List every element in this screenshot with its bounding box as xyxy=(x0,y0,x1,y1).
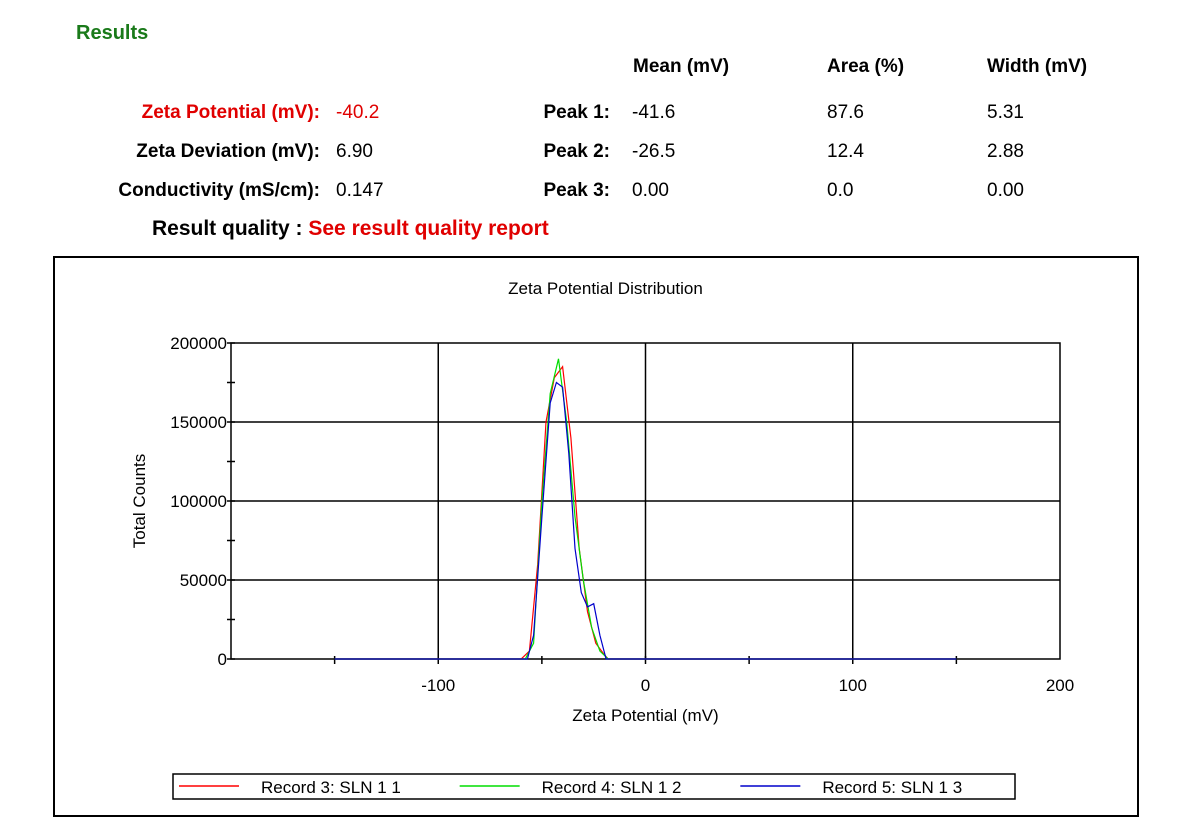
y-tick-label: 150000 xyxy=(170,413,227,432)
x-tick-label: 100 xyxy=(839,676,867,695)
header-area: Area (%) xyxy=(827,56,905,77)
peak3-label: Peak 3: xyxy=(543,180,610,201)
zeta-deviation-label: Zeta Deviation (mV): xyxy=(136,141,320,162)
peak2-width: 2.88 xyxy=(987,141,1024,162)
chart-frame: Zeta Potential Distribution -100 0 100 200 0 5… xyxy=(53,256,1139,817)
result-quality: Result quality : See result quality repo… xyxy=(152,217,549,241)
y-tick-label: 50000 xyxy=(180,571,227,590)
peak2-area: 12.4 xyxy=(827,141,864,162)
y-tick-label: 200000 xyxy=(170,334,227,353)
zeta-distribution-chart: Zeta Potential Distribution -100 0 100 200 0 5… xyxy=(130,279,1074,800)
results-title: Results xyxy=(76,22,149,44)
x-tick-label: 0 xyxy=(641,676,650,695)
zeta-deviation-value: 6.90 xyxy=(336,141,373,162)
conductivity-label: Conductivity (mS/cm): xyxy=(118,180,320,201)
peak2-label: Peak 2: xyxy=(543,141,610,162)
result-quality-label: Result quality : xyxy=(152,217,303,240)
x-tick-label: -100 xyxy=(421,676,455,695)
y-tick-label: 100000 xyxy=(170,492,227,511)
series-line-1 xyxy=(334,365,957,660)
series-line-3 xyxy=(334,381,957,660)
peak1-width: 5.31 xyxy=(987,102,1024,123)
peak2-mean: -26.5 xyxy=(632,141,676,162)
legend-box xyxy=(172,773,1016,800)
y-axis-label: Total Counts xyxy=(130,454,149,549)
result-quality-link[interactable]: See result quality report xyxy=(308,217,549,240)
series-line-2 xyxy=(334,358,957,660)
peak1-label: Peak 1: xyxy=(543,102,610,123)
header-width: Width (mV) xyxy=(987,56,1088,77)
x-axis-label: Zeta Potential (mV) xyxy=(572,706,718,725)
header-mean: Mean (mV) xyxy=(633,56,730,77)
x-tick-label: 200 xyxy=(1046,676,1074,695)
legend-label-3: Record 5: SLN 1 3 xyxy=(822,778,962,797)
peak3-width: 0.00 xyxy=(987,180,1024,201)
peak3-area: 0.0 xyxy=(827,180,854,201)
conductivity-value: 0.147 xyxy=(336,180,384,201)
peak1-area: 87.6 xyxy=(827,102,864,123)
legend-label-2: Record 4: SLN 1 2 xyxy=(542,778,682,797)
legend-label-1: Record 3: SLN 1 1 xyxy=(261,778,401,797)
peak3-mean: 0.00 xyxy=(632,180,669,201)
zeta-potential-value: -40.2 xyxy=(336,102,380,123)
y-tick-label: 0 xyxy=(218,650,227,669)
peak1-mean: -41.6 xyxy=(632,102,676,123)
zeta-potential-label: Zeta Potential (mV): xyxy=(141,102,320,123)
chart-title: Zeta Potential Distribution xyxy=(508,279,703,298)
